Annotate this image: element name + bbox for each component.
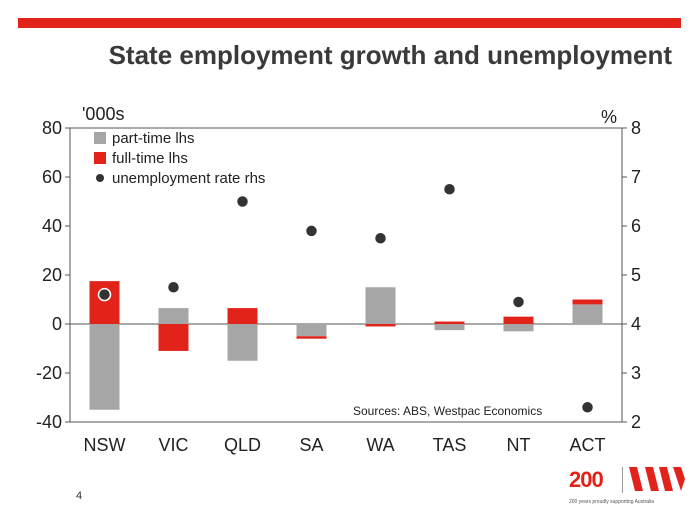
unemployment-point [442, 182, 457, 196]
right-axis-unit: % [601, 107, 617, 127]
right-axis-tick-label: 3 [631, 363, 641, 383]
legend-full-time-label: full-time lhs [112, 150, 188, 167]
unemployment-point [166, 280, 181, 294]
category-label: ACT [570, 435, 606, 455]
unemployment-point [235, 194, 250, 209]
legend-full-time-swatch [94, 152, 106, 164]
category-label: WA [366, 435, 394, 455]
full-time-bar [158, 324, 189, 351]
part-time-bar [296, 324, 327, 337]
right-axis-tick-label: 4 [631, 314, 641, 334]
top-accent-bar [18, 18, 681, 28]
full-time-bar [296, 336, 327, 339]
right-axis-tick-label: 2 [631, 412, 641, 432]
left-axis-tick-label: 40 [42, 216, 62, 236]
unemployment-point [304, 224, 319, 238]
category-label: NSW [84, 435, 126, 455]
part-time-bar [572, 304, 603, 324]
sources-annotation: Sources: ABS, Westpac Economics [353, 404, 542, 418]
right-axis-tick-label: 6 [631, 216, 641, 236]
right-axis-tick-label: 7 [631, 167, 641, 187]
westpac-logo: 200 200 years proudly supporting Austral… [567, 465, 687, 513]
part-time-bar [434, 324, 465, 331]
full-time-bar [503, 316, 534, 324]
unemployment-point [97, 287, 112, 302]
full-time-bar [365, 324, 396, 327]
page-number: 4 [76, 490, 83, 502]
part-time-bar [503, 324, 534, 332]
legend-part-time-label: part-time lhs [112, 130, 195, 147]
part-time-bar [365, 287, 396, 324]
full-time-bar [572, 299, 603, 305]
left-axis-tick-label: 60 [42, 167, 62, 187]
unemployment-point [511, 295, 526, 309]
logo-200-text: 200 [569, 467, 604, 492]
full-time-bar [434, 321, 465, 324]
unemployment-point [373, 231, 388, 245]
full-time-bar [227, 308, 258, 324]
unemployment-point [580, 400, 595, 415]
left-axis-unit: '000s [82, 104, 124, 124]
category-label: TAS [433, 435, 467, 455]
category-label: VIC [158, 435, 188, 455]
logo-tagline: 200 years proudly supporting Australia [569, 499, 655, 505]
part-time-bar [89, 324, 120, 410]
left-axis-tick-label: 80 [42, 118, 62, 138]
left-axis-tick-label: -40 [36, 412, 62, 432]
category-label: SA [299, 435, 323, 455]
category-label: QLD [224, 435, 261, 455]
legend-unemployment-label: unemployment rate rhs [112, 170, 265, 187]
legend-unemployment-swatch [96, 174, 104, 182]
right-axis-tick-label: 5 [631, 265, 641, 285]
category-label: NT [507, 435, 531, 455]
page-title: State employment growth and unemployment [108, 40, 672, 70]
legend-part-time-swatch [94, 132, 106, 144]
part-time-bar [227, 324, 258, 361]
part-time-bar [158, 308, 189, 324]
left-axis-tick-label: -20 [36, 363, 62, 383]
logo-separator [622, 467, 623, 493]
left-axis-tick-label: 0 [52, 314, 62, 334]
full-time-bar [89, 281, 120, 324]
westpac-w-icon [629, 467, 685, 491]
right-axis-tick-label: 8 [631, 118, 641, 138]
left-axis-tick-label: 20 [42, 265, 62, 285]
